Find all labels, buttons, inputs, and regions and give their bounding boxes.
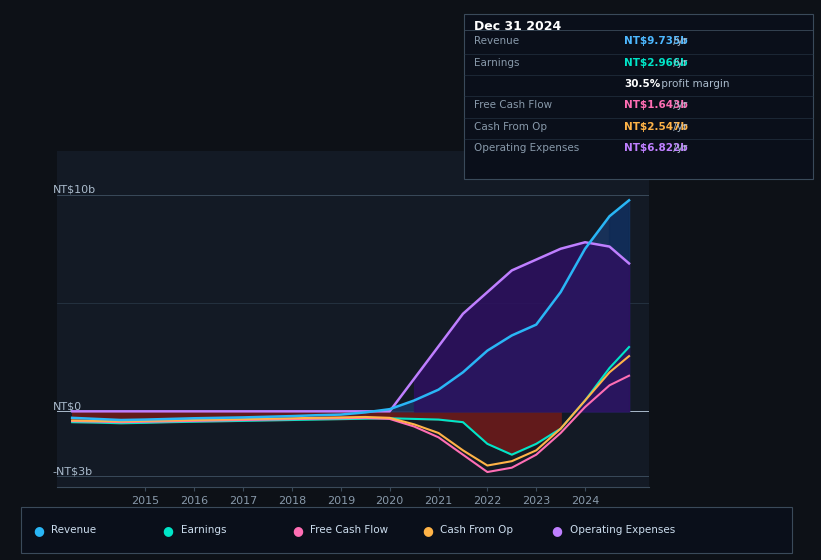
Text: ●: ● <box>292 524 303 537</box>
Text: Revenue: Revenue <box>474 36 519 46</box>
Text: Free Cash Flow: Free Cash Flow <box>310 525 388 535</box>
Text: Revenue: Revenue <box>51 525 96 535</box>
Text: /yr: /yr <box>670 122 687 132</box>
Text: /yr: /yr <box>670 143 687 153</box>
Text: Operating Expenses: Operating Expenses <box>570 525 675 535</box>
Text: ●: ● <box>422 524 433 537</box>
Text: -NT$3b: -NT$3b <box>53 466 93 477</box>
Text: NT$2.547b: NT$2.547b <box>624 122 688 132</box>
Text: NT$2.966b: NT$2.966b <box>624 58 687 68</box>
Text: ●: ● <box>163 524 173 537</box>
Text: /yr: /yr <box>670 100 687 110</box>
Text: Dec 31 2024: Dec 31 2024 <box>474 20 561 32</box>
Text: ●: ● <box>33 524 44 537</box>
Text: Free Cash Flow: Free Cash Flow <box>474 100 552 110</box>
Text: Earnings: Earnings <box>181 525 226 535</box>
Text: Cash From Op: Cash From Op <box>474 122 547 132</box>
Text: NT$10b: NT$10b <box>53 185 96 194</box>
Text: /yr: /yr <box>670 58 687 68</box>
Text: NT$0: NT$0 <box>53 402 82 412</box>
Text: /yr: /yr <box>670 36 687 46</box>
Text: NT$6.822b: NT$6.822b <box>624 143 688 153</box>
Text: NT$1.643b: NT$1.643b <box>624 100 688 110</box>
Text: Cash From Op: Cash From Op <box>440 525 513 535</box>
Text: NT$9.735b: NT$9.735b <box>624 36 688 46</box>
Text: Earnings: Earnings <box>474 58 519 68</box>
Text: ●: ● <box>552 524 562 537</box>
Text: 30.5%: 30.5% <box>624 79 660 89</box>
Text: profit margin: profit margin <box>658 79 730 89</box>
Text: Operating Expenses: Operating Expenses <box>474 143 579 153</box>
